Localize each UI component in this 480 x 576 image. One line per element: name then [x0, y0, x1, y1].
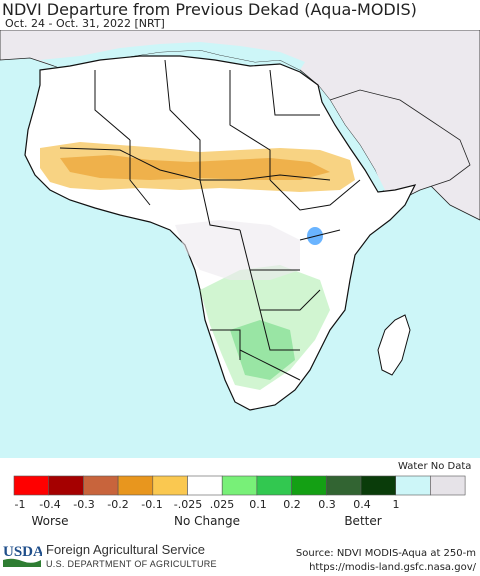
red-sea: [318, 85, 385, 192]
legend-swatch: [291, 475, 327, 496]
usda-logo: USDA: [2, 541, 44, 569]
legend-tick: -0.3: [73, 498, 95, 511]
map-date-range: Oct. 24 - Oct. 31, 2022 [NRT]: [5, 17, 165, 30]
legend-tick: 0.2: [283, 498, 301, 511]
mediterranean-sea: [40, 42, 305, 70]
arabian-peninsula: [329, 89, 471, 201]
legend: [0, 458, 480, 530]
legend-tick: .025: [209, 498, 235, 511]
central-africa-nodata: [175, 220, 300, 280]
sahel-strong-anomaly-zone: [60, 155, 330, 180]
legend-tick: 0.4: [353, 498, 371, 511]
source-text: Source: NDVI MODIS-Aqua at 250-m: [295, 548, 476, 559]
legend-swatch: [117, 475, 154, 496]
legend-tick: 1: [392, 498, 400, 511]
legend-tick: -0.1: [141, 498, 163, 511]
legend-swatch: [83, 475, 119, 496]
legend-swatch: [325, 475, 362, 496]
madagascar: [377, 314, 411, 376]
legend-tick: -0.4: [39, 498, 61, 511]
department-name: U.S. DEPARTMENT OF AGRICULTURE: [46, 559, 217, 569]
svg-text:USDA: USDA: [3, 544, 42, 560]
legend-tick: -0.2: [107, 498, 129, 511]
legend-swatch: [256, 475, 292, 496]
legend-category-no-change: No Change: [173, 514, 241, 528]
legend-tick: -.025: [173, 498, 203, 511]
source-url-link[interactable]: https://modis-land.gsfc.nasa.gov/: [309, 562, 476, 573]
legend-swatch: [13, 475, 50, 496]
legend-category-worse: Worse: [31, 514, 69, 528]
africa-map[interactable]: [0, 30, 480, 458]
southern-green-core: [230, 320, 295, 380]
southern-positive-anomaly-zone: [200, 265, 330, 390]
legend-category-better: Better: [344, 514, 382, 528]
country-borders: [59, 59, 361, 381]
map-panel[interactable]: [0, 30, 480, 458]
agency-name: Foreign Agricultural Service: [46, 542, 205, 557]
map-title: NDVI Departure from Previous Dekad (Aqua…: [2, 0, 417, 19]
legend-tick: 0.1: [249, 498, 267, 511]
legend-tick: -1: [14, 498, 26, 511]
legend-swatch: [48, 475, 84, 496]
legend-tick: 0.3: [318, 498, 336, 511]
legend-bar: [13, 475, 466, 496]
legend-swatch: [430, 475, 466, 496]
water-nodata-label: Water No Data: [398, 461, 472, 472]
legend-swatch: [187, 475, 223, 496]
legend-swatch: [395, 475, 431, 496]
legend-swatch: [360, 475, 397, 496]
legend-swatch: [152, 475, 188, 496]
legend-swatch: [221, 475, 258, 496]
